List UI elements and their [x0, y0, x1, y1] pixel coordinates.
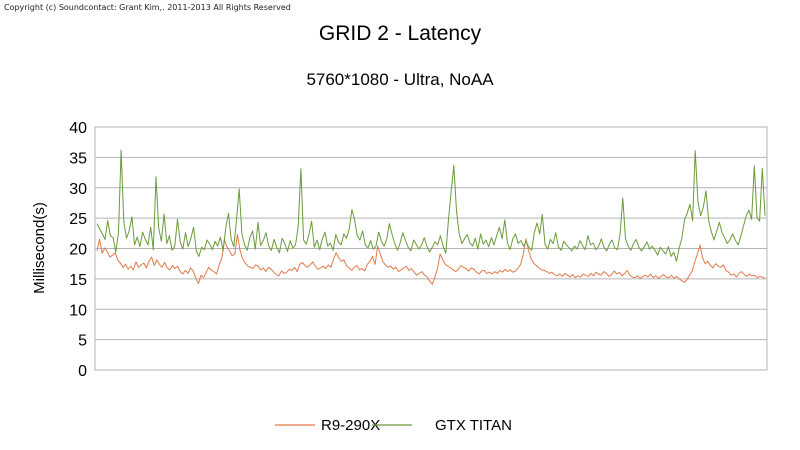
y-tick-label: 40: [69, 120, 87, 137]
y-tick-label: 25: [69, 211, 87, 228]
series-line-gtx-titan: [96, 149, 766, 262]
series-line-r9-290x: [96, 234, 766, 285]
chart-title: GRID 2 - Latency: [318, 22, 482, 45]
y-tick-label: 30: [69, 181, 87, 198]
legend: R9-290X GTX TITAN: [275, 417, 512, 434]
y-tick-label: 35: [69, 150, 87, 167]
y-tick-label: 5: [78, 333, 87, 350]
chart-subtitle: 5760*1080 - Ultra, NoAA: [306, 70, 494, 89]
legend-label: GTX TITAN: [435, 417, 512, 434]
copyright-notice: Copyright (c) Soundcontact: Grant Kim,. …: [4, 3, 291, 12]
series-lines: [96, 149, 766, 285]
y-axis-label: Millisecond(s): [31, 202, 48, 294]
y-tick-label: 0: [78, 363, 87, 380]
y-axis-ticks: 0 5 10 15 20 25 30 35 40: [69, 120, 87, 380]
y-tick-label: 15: [69, 272, 87, 289]
gridlines: [95, 156, 767, 341]
y-tick-label: 20: [69, 242, 87, 259]
y-tick-label: 10: [69, 302, 87, 319]
legend-label: R9-290X: [321, 417, 380, 434]
